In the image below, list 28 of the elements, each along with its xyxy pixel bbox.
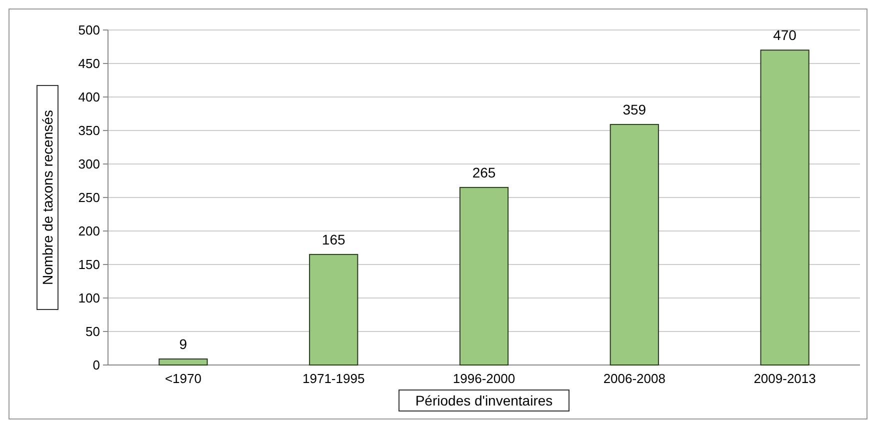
bar bbox=[760, 50, 810, 366]
y-tick-label: 50 bbox=[86, 324, 100, 340]
data-label: 9 bbox=[179, 336, 188, 352]
y-tick-label: 400 bbox=[78, 90, 100, 105]
y-axis-title: Nombre de taxons recensés bbox=[39, 110, 56, 286]
y-tick-label: 100 bbox=[78, 290, 100, 306]
y-tick-label: 250 bbox=[78, 190, 100, 206]
bar bbox=[158, 358, 208, 366]
data-label: 359 bbox=[622, 101, 646, 118]
x-axis-title: Périodes d'inventaires bbox=[415, 392, 553, 408]
x-tick-label: 1971-1995 bbox=[302, 371, 365, 386]
y-tick-label: 200 bbox=[78, 224, 100, 239]
y-tick-label: 450 bbox=[78, 56, 100, 72]
bar bbox=[610, 124, 659, 366]
data-label: 265 bbox=[472, 164, 496, 180]
x-tick-label: 1996-2000 bbox=[452, 371, 516, 386]
bar bbox=[459, 186, 509, 366]
y-tick-label: 500 bbox=[78, 22, 100, 38]
x-tick-label: 2006-2008 bbox=[603, 371, 666, 386]
y-tick-label: 150 bbox=[78, 257, 100, 272]
data-label: 165 bbox=[322, 231, 346, 248]
y-tick-label: 300 bbox=[78, 156, 100, 172]
data-label: 470 bbox=[773, 27, 797, 44]
y-tick-label: 350 bbox=[78, 123, 100, 138]
x-tick-label: <1970 bbox=[164, 371, 202, 386]
x-tick-label: 2009-2013 bbox=[754, 371, 816, 386]
y-tick-label: 0 bbox=[92, 358, 100, 373]
bar bbox=[309, 254, 358, 366]
